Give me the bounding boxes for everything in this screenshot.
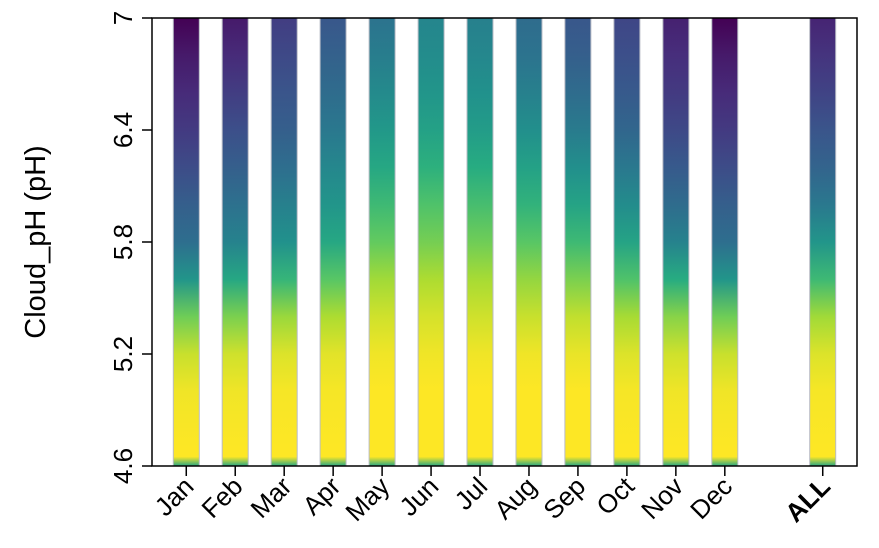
x-tick-label-nov: Nov <box>635 471 689 525</box>
x-tick-label-apr: Apr <box>297 471 347 521</box>
bar-jul <box>466 17 494 467</box>
x-tick-label-mar: Mar <box>245 471 298 524</box>
x-tick-label-oct: Oct <box>590 470 640 520</box>
x-tick-label-feb: Feb <box>196 471 249 524</box>
bar-feb <box>221 17 249 467</box>
bar-all <box>809 17 837 467</box>
x-tick-label-jun: Jun <box>393 471 444 522</box>
plot-frame <box>151 17 858 467</box>
bar-oct <box>613 17 641 467</box>
y-tick-label: 6.4 <box>108 112 138 148</box>
bar-mar <box>270 17 298 467</box>
y-tick-label: 5.8 <box>108 224 138 260</box>
bar-may <box>368 17 396 467</box>
bar-jan <box>172 17 200 467</box>
bar-nov <box>662 17 690 467</box>
x-tick-label-sep: Sep <box>537 471 591 525</box>
x-tick-label-jan: Jan <box>149 471 200 522</box>
x-tick-label-jul: Jul <box>449 471 494 516</box>
x-tick-label-all: ALL <box>779 471 836 528</box>
y-tick-label: 7 <box>108 11 138 25</box>
bar-jun <box>417 17 445 467</box>
x-tick-label-may: May <box>339 471 395 527</box>
bars-layer <box>172 17 837 467</box>
y-axis: 4.6 5.2 5.8 6.4 7 <box>108 11 152 484</box>
bar-sep <box>564 17 592 467</box>
y-tick-label: 5.2 <box>108 336 138 372</box>
x-tick-label-aug: Aug <box>488 471 542 525</box>
bar-dec <box>711 17 739 467</box>
bar-apr <box>319 17 347 467</box>
y-tick-label: 4.6 <box>108 448 138 484</box>
bar-aug <box>515 17 543 467</box>
y-axis-title: Cloud_pH (pH) <box>20 145 52 338</box>
x-tick-label-dec: Dec <box>684 471 738 525</box>
